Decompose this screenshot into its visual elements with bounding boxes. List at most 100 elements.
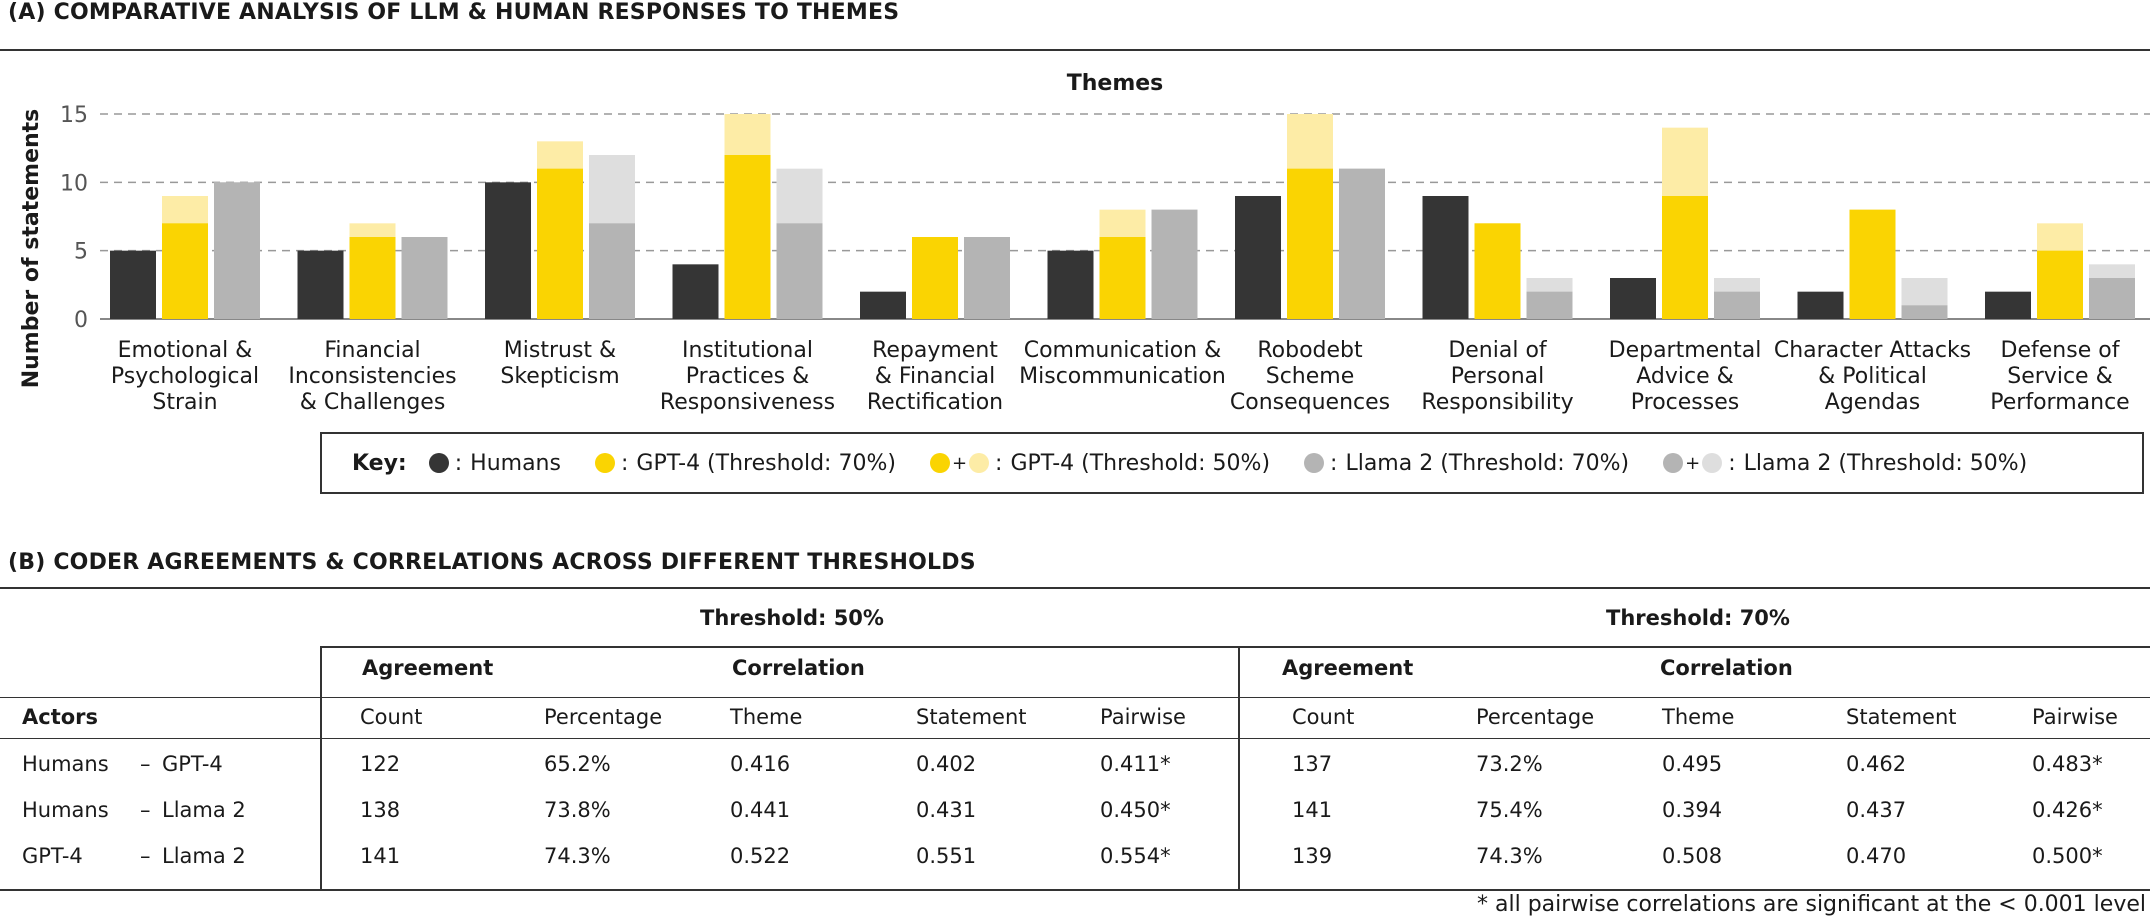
col-header-50: Theme: [730, 705, 803, 729]
cell-50: 0.554*: [1100, 844, 1171, 868]
bar-llama-70: [1526, 291, 1573, 319]
col-header-50: Statement: [916, 705, 1027, 729]
bar-humans: [672, 264, 719, 319]
y-tick-label: 0: [74, 308, 88, 333]
bar-llama-70: [214, 182, 260, 319]
bar-gpt4-70: [912, 237, 958, 319]
cell-70: 0.508: [1662, 844, 1723, 868]
actor-b: GPT-4: [162, 752, 223, 776]
key-title: Key:: [352, 450, 407, 476]
bar-llama-70: [1151, 209, 1198, 319]
bar-gpt4-70: [1099, 237, 1146, 319]
gpt4-50-dot-icon: [969, 453, 990, 473]
threshold-70-header: Threshold: 70%: [1606, 606, 1790, 630]
cell-70: 139: [1292, 844, 1333, 868]
bar-gpt4-70: [2037, 250, 2083, 319]
correlation-header-50: Correlation: [732, 656, 865, 680]
header-rule-mid: [0, 697, 2150, 698]
bar-humans: [1985, 291, 2031, 319]
footnote: * all pairwise correlations are signific…: [1477, 892, 2146, 917]
col-header-70: Percentage: [1476, 705, 1595, 729]
col-header-70: Count: [1292, 705, 1355, 729]
bar-llama-70: [964, 237, 1010, 319]
bar-humans: [1610, 278, 1656, 319]
cell-50: 73.8%: [544, 798, 611, 822]
cell-50: 74.3%: [544, 844, 611, 868]
cell-70: 73.2%: [1476, 752, 1543, 776]
bar-gpt4-70: [162, 223, 208, 319]
actor-a: Humans: [22, 752, 109, 776]
section-b-rule: [0, 587, 2150, 589]
agreement-header-50: Agreement: [362, 656, 494, 680]
cell-70: 141: [1292, 798, 1333, 822]
x-category-label: Denial of Personal Responsibility: [1421, 338, 1573, 415]
actor-b: Llama 2: [162, 798, 246, 822]
bar-humans: [110, 250, 156, 319]
key-item-gpt4-70: : GPT-4 (Threshold: 70%): [594, 450, 896, 476]
bar-llama-70: [2089, 278, 2135, 319]
key-label-llama-70: Llama 2 (Threshold: 70%): [1345, 450, 1630, 476]
threshold-50-header: Threshold: 50%: [700, 606, 884, 630]
cell-70: 0.462: [1846, 752, 1907, 776]
vertical-rule-left: [320, 646, 322, 891]
bar-llama-70: [776, 223, 823, 319]
gpt4-70-dot-icon: [929, 453, 950, 473]
bar-gpt4-70: [724, 155, 771, 319]
cell-70: 0.394: [1662, 798, 1723, 822]
cell-50: 0.522: [730, 844, 791, 868]
y-tick-label: 10: [60, 171, 88, 196]
cell-50: 122: [360, 752, 401, 776]
x-category-label: Financial Inconsistencies & Challenges: [288, 338, 456, 415]
bar-humans: [485, 182, 531, 319]
x-category-label: Departmental Advice & Processes: [1609, 338, 1762, 415]
humans-dot-icon: [428, 453, 449, 473]
x-category-label: Emotional & Psychological Strain: [111, 338, 259, 415]
key-label-humans: Humans: [470, 450, 561, 476]
header-rule-bottom: [0, 738, 2150, 739]
cell-70: 0.500*: [2032, 844, 2103, 868]
bar-humans: [1235, 196, 1281, 319]
col-header-50: Pairwise: [1100, 705, 1186, 729]
cell-50: 0.551: [916, 844, 977, 868]
x-category-label: Defense of Service & Performance: [1990, 338, 2129, 415]
bar-humans: [1422, 196, 1469, 319]
bar-llama-70: [401, 237, 448, 319]
bar-humans: [1797, 291, 1844, 319]
actor-b: Llama 2: [162, 844, 246, 868]
y-tick-label: 5: [74, 240, 88, 265]
chart-key: Key: : Humans : GPT-4 (Threshold: 70%) +…: [320, 432, 2144, 494]
y-tick-label: 15: [60, 103, 88, 128]
theme-bar-chart: Themes Number of statements 0 5 10 15 Emotiona…: [19, 71, 2150, 415]
bar-humans: [860, 291, 906, 319]
agreement-header-70: Agreement: [1282, 656, 1414, 680]
key-label-llama-50: Llama 2 (Threshold: 50%): [1743, 450, 2028, 476]
bar-gpt4-70: [1662, 196, 1708, 319]
actor-dash: –: [140, 844, 151, 868]
cell-50: 0.411*: [1100, 752, 1171, 776]
actor-a: Humans: [22, 798, 109, 822]
actor-dash: –: [140, 752, 151, 776]
x-category-label: Institutional Practices & Responsiveness: [660, 338, 835, 415]
key-item-humans: : Humans: [428, 450, 561, 476]
bar-llama-70: [589, 223, 635, 319]
bar-llama-70: [1339, 168, 1385, 319]
cell-70: 75.4%: [1476, 798, 1543, 822]
llama-70-dot-icon: [1663, 453, 1684, 473]
key-item-llama-70: : Llama 2 (Threshold: 70%): [1304, 451, 1629, 476]
col-header-50: Percentage: [544, 705, 663, 729]
key-label-gpt4-70: GPT-4 (Threshold: 70%): [636, 450, 896, 476]
col-header-70: Theme: [1662, 705, 1735, 729]
bar-gpt4-70: [537, 168, 583, 319]
cell-70: 137: [1292, 752, 1333, 776]
section-b-title: (B) CODER AGREEMENTS & CORRELATIONS ACRO…: [8, 550, 976, 575]
key-item-llama-50: + : Llama 2 (Threshold: 50%): [1663, 451, 2027, 476]
bar-gpt4-70: [1474, 223, 1521, 319]
cell-70: 0.483*: [2032, 752, 2103, 776]
section-a-rule: [0, 49, 2150, 51]
actor-dash: –: [140, 798, 151, 822]
actor-a: GPT-4: [22, 844, 83, 868]
bar-humans: [1047, 250, 1094, 319]
key-item-gpt4-50: + : GPT-4 (Threshold: 50%): [929, 451, 1270, 476]
cell-50: 65.2%: [544, 752, 611, 776]
cell-50: 138: [360, 798, 401, 822]
